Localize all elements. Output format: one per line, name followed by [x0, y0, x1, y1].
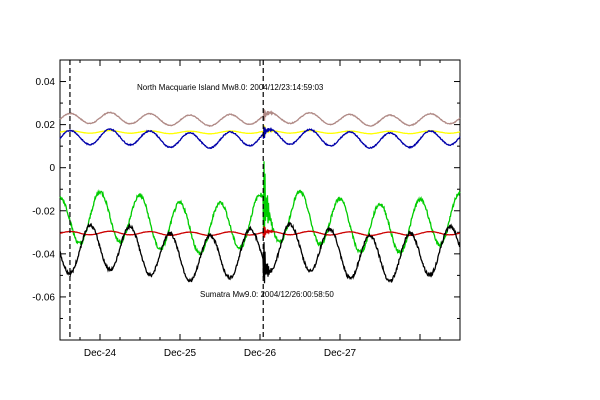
series-line-2	[59, 126, 461, 150]
x-tick-label: Dec-24	[84, 348, 117, 359]
series-line-0	[59, 108, 461, 128]
annotation-north-macquarie: North Macquarie Island Mw8.0: 2004/12/23…	[137, 83, 324, 92]
series-line-4	[59, 226, 461, 238]
y-tick-label: -0.06	[32, 292, 55, 303]
series-line-3	[59, 161, 461, 256]
y-tick-label: 0.04	[36, 77, 56, 88]
x-tick-label: Dec-26	[244, 348, 277, 359]
y-tick-label: 0	[49, 163, 55, 174]
annotation-sumatra: Sumatra Mw9.0: 2004/12/26:00:58:50	[200, 290, 334, 299]
y-tick-label: -0.04	[32, 249, 55, 260]
series-line-1	[60, 125, 461, 137]
series-line-5	[59, 221, 461, 284]
y-tick-label: 0.02	[36, 120, 56, 131]
x-tick-label: Dec-27	[324, 348, 357, 359]
x-tick-label: Dec-25	[164, 348, 197, 359]
y-tick-label: -0.02	[32, 206, 55, 217]
